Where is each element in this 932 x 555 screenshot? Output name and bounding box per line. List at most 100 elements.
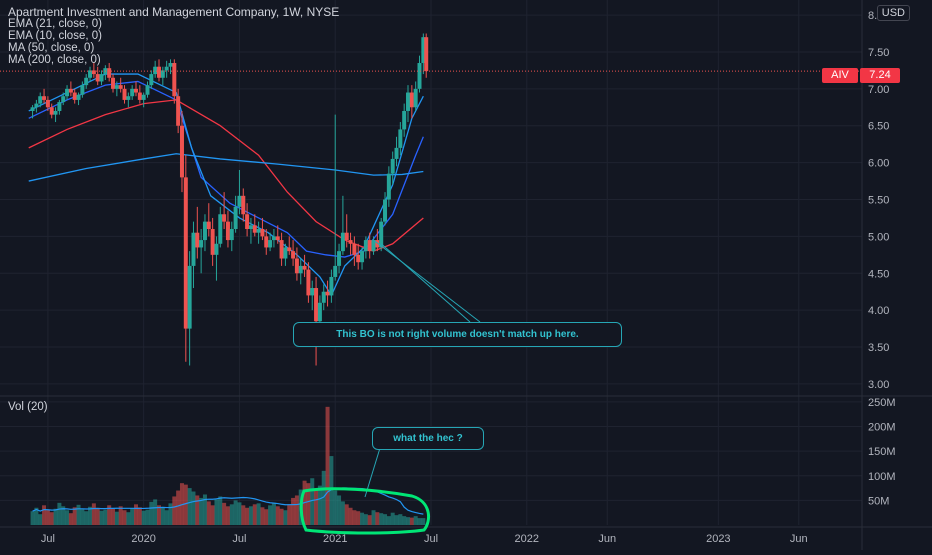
volume-bar [95,507,100,525]
candle-body [264,236,269,248]
volume-bar [202,494,207,525]
volume-bar [348,507,353,525]
candle-body [241,195,246,215]
volume-bar [172,496,177,525]
volume-bar [118,506,123,525]
candle-body [314,288,319,322]
volume-bar [164,510,169,525]
price-tick-label: 7.50 [868,47,889,59]
badge-price: 7.24 [860,68,900,83]
volume-bar [65,510,70,525]
volume-bar [88,506,93,525]
time-tick-label: 2020 [131,533,155,545]
candle-body [88,70,93,78]
volume-bar [191,491,196,525]
candle-body [287,247,292,252]
volume-bar [187,488,192,525]
candle-body [130,88,135,97]
volume-tick-label: 100M [868,471,896,483]
chart-legend: Apartment Investment and Management Comp… [8,6,339,66]
legend-ma200[interactable]: MA (200, close, 0) [8,54,101,66]
volume-bar [264,509,269,525]
price-tick-label: 5.50 [868,195,889,207]
candle-body [114,85,119,89]
ema21-line [28,80,424,258]
candle-body [337,251,342,266]
currency-button[interactable]: USD [876,5,910,21]
price-tick-label: 6.50 [868,121,889,133]
candle-body [84,77,89,86]
candle-body [356,254,361,263]
candle-body [271,236,276,241]
volume-bar [30,511,35,525]
volume-bar [68,513,73,525]
candle-body [252,225,257,233]
candle-body [229,229,234,241]
volume-bar [245,507,250,525]
candle-body [156,66,161,78]
volume-bar [141,510,146,525]
candle-body [268,240,273,248]
candle-body [53,110,58,115]
candle-body [134,88,139,93]
symbol-title[interactable]: Apartment Investment and Management Comp… [8,5,340,19]
price-tick-label: 7.00 [868,84,889,96]
volume-bar [34,507,39,525]
volume-bar [271,502,276,525]
volume-bar [317,485,322,525]
candle-body [417,63,422,89]
volume-bar [310,478,315,525]
volume-bar [168,503,173,525]
price-tick-label: 3.50 [868,342,889,354]
candle-body [42,96,47,100]
candle-body [367,240,372,252]
candle-body [256,229,261,233]
candle-body [352,243,357,255]
candle-body [302,265,307,270]
volume-bar [333,490,338,525]
candle-body [214,243,219,255]
volume-bar [57,502,62,525]
legend-ma50[interactable]: MA (50, close, 0) [8,42,95,54]
candle-body [294,258,299,274]
volume-bar [210,505,215,525]
price-tick-label: 5.00 [868,231,889,243]
volume-bar [183,484,188,525]
volume-bar [337,495,342,525]
candle-body [317,302,322,322]
volume-bar [91,503,96,525]
candle-body [424,37,429,72]
candle-body [34,103,39,108]
candle-body [45,99,50,108]
candle-body [344,232,349,241]
volume-bar [321,470,326,525]
annotation-callout-breakout[interactable]: This BO is not right volume doesn't matc… [293,322,622,347]
volume-bar [61,506,66,525]
volume-bar [367,515,372,525]
volume-bar [229,504,234,525]
volume-bar [287,504,292,525]
volume-bar [294,495,299,525]
candle-body [225,221,230,241]
candle-body [57,102,62,111]
volume-bar [329,456,334,525]
volume-bar [413,516,418,525]
candle-body [279,240,284,259]
volume-bar [45,510,50,525]
legend-ema21[interactable]: EMA (21, close, 0) [8,18,102,30]
price-tick-label: 4.50 [868,268,889,280]
volume-bar [421,518,426,525]
legend-ema10[interactable]: EMA (10, close, 0) [8,30,102,42]
volume-legend[interactable]: Vol (20) [8,401,48,413]
annotation-callout-volume[interactable]: what the hec ? [372,427,484,450]
candle-body [406,92,411,111]
candle-body [248,225,253,230]
volume-tick-label: 200M [868,422,896,434]
candle-body [122,88,127,100]
volume-bar [84,511,89,525]
volume-bar [344,504,349,525]
time-tick-label: Jul [232,533,246,545]
price-tick-label: 4.00 [868,305,889,317]
